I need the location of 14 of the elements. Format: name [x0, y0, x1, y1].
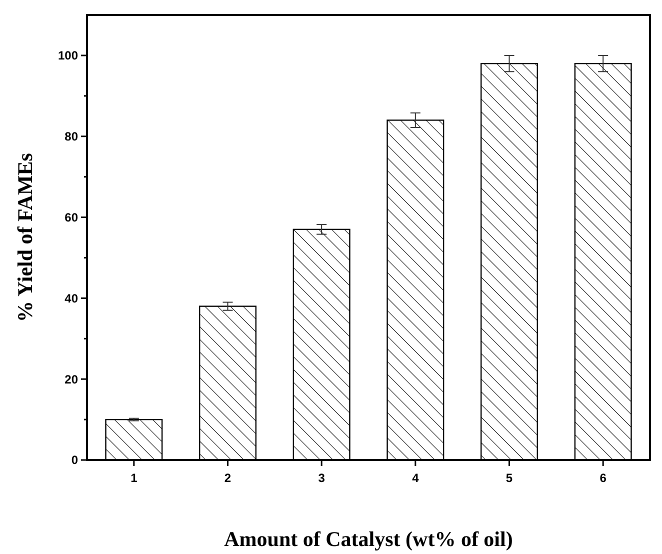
x-tick-label: 6 [600, 471, 607, 485]
y-tick-label: 20 [64, 372, 78, 386]
x-tick-label: 5 [506, 471, 513, 485]
y-tick-label: 60 [64, 210, 78, 224]
y-tick-label: 40 [64, 291, 78, 306]
x-tick-label: 2 [224, 471, 232, 485]
y-tick-label: 100 [58, 48, 78, 63]
x-tick-label: 1 [130, 471, 138, 485]
x-axis-title: Amount of Catalyst (wt% of oil) [224, 527, 513, 551]
y-tick-label: 80 [64, 130, 78, 144]
x-tick-label: 4 [412, 471, 420, 485]
x-tick-label: 3 [318, 471, 326, 485]
y-tick-label: 0 [71, 453, 78, 468]
y-axis-title: % Yield of FAMEs [13, 153, 37, 322]
